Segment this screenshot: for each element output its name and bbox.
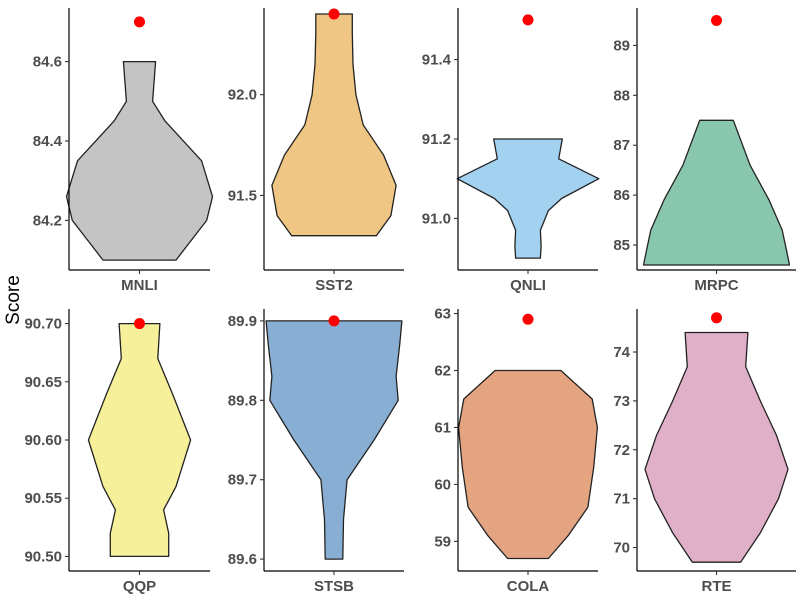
y-tick-label: 92.0	[228, 87, 257, 104]
y-tick-label: 87	[613, 137, 630, 154]
marker-point-qnli	[522, 14, 534, 26]
y-tick-label: 85	[613, 237, 630, 254]
y-tick-label: 84.4	[33, 133, 63, 150]
y-tick-label: 59	[434, 533, 451, 550]
marker-point-stsb	[328, 315, 340, 327]
panel-qnli: 91.0 91.2 91.4 QNLI	[422, 8, 600, 294]
violin-mrpc	[642, 119, 791, 266]
y-tick-label: 86	[613, 187, 630, 204]
y-tick-label: 89	[613, 37, 630, 54]
category-label-mnli: MNLI	[121, 277, 158, 294]
y-tick-label: 90.60	[24, 432, 62, 449]
y-tick-label: 89.9	[228, 313, 257, 330]
panel-mnli: 84.2 84.4 84.6 MNLI	[33, 8, 214, 294]
y-tick-label: 90.65	[24, 374, 62, 391]
y-tick-label: 89.7	[228, 472, 257, 489]
y-tick-label: 62	[434, 363, 451, 380]
y-tick-label: 72	[613, 442, 630, 459]
category-label-qqp: QQP	[123, 578, 156, 595]
violin-qqp	[87, 322, 192, 558]
panel-rte: 70 71 72 73 74 RTE	[613, 309, 796, 595]
panel-mrpc: 85 86 87 88 89 MRPC	[613, 8, 796, 294]
marker-point-mrpc	[711, 14, 722, 26]
panel-qqp: 90.50 90.55 90.60 90.65 90.70 QQP	[24, 309, 210, 595]
violin-cola	[457, 369, 599, 560]
y-tick-label: 91.0	[422, 210, 451, 227]
panel-stsb: 89.6 89.7 89.8 89.9 STSB	[228, 309, 404, 595]
panel-cola: 59 60 61 62 63 COLA	[434, 306, 599, 595]
y-tick-label: 90.55	[24, 490, 62, 507]
category-label-rte: RTE	[702, 578, 732, 595]
panel-sst2: 91.5 92.0 SST2	[228, 8, 404, 294]
marker-point-sst2	[328, 8, 340, 20]
category-label-qnli: QNLI	[510, 277, 546, 294]
y-tick-label: 74	[613, 344, 630, 361]
category-label-sst2: SST2	[315, 277, 353, 294]
y-tick-label: 90.70	[24, 316, 62, 333]
y-tick-label: 71	[613, 491, 630, 508]
y-tick-label: 91.5	[228, 187, 257, 204]
y-tick-label: 60	[434, 476, 451, 493]
y-tick-label: 84.2	[33, 212, 62, 229]
y-tick-label: 89.6	[228, 551, 257, 568]
y-tick-label: 61	[434, 419, 451, 436]
marker-point-rte	[711, 312, 722, 324]
category-label-stsb: STSB	[314, 578, 354, 595]
marker-point-mnli	[134, 16, 145, 28]
y-tick-label: 84.6	[33, 54, 62, 71]
y-tick-label: 90.50	[24, 548, 62, 565]
marker-point-qqp	[134, 318, 145, 330]
y-tick-label: 63	[434, 306, 451, 323]
y-tick-label: 73	[613, 393, 630, 410]
y-tick-label: 91.2	[422, 131, 451, 148]
y-tick-label: 88	[613, 87, 630, 104]
violin-rte	[644, 331, 789, 563]
y-tick-label: 70	[613, 540, 630, 557]
violin-qnli	[456, 138, 600, 259]
category-label-cola: COLA	[507, 578, 550, 595]
violin-stsb	[265, 320, 403, 560]
y-tick-label: 91.4	[422, 52, 452, 69]
violin-sst2	[271, 13, 397, 237]
y-tick-label: 89.8	[228, 392, 257, 409]
y-axis-label: Score	[3, 275, 24, 325]
category-label-mrpc: MRPC	[694, 277, 738, 294]
marker-point-cola	[522, 313, 534, 325]
violin-mnli	[65, 60, 214, 261]
